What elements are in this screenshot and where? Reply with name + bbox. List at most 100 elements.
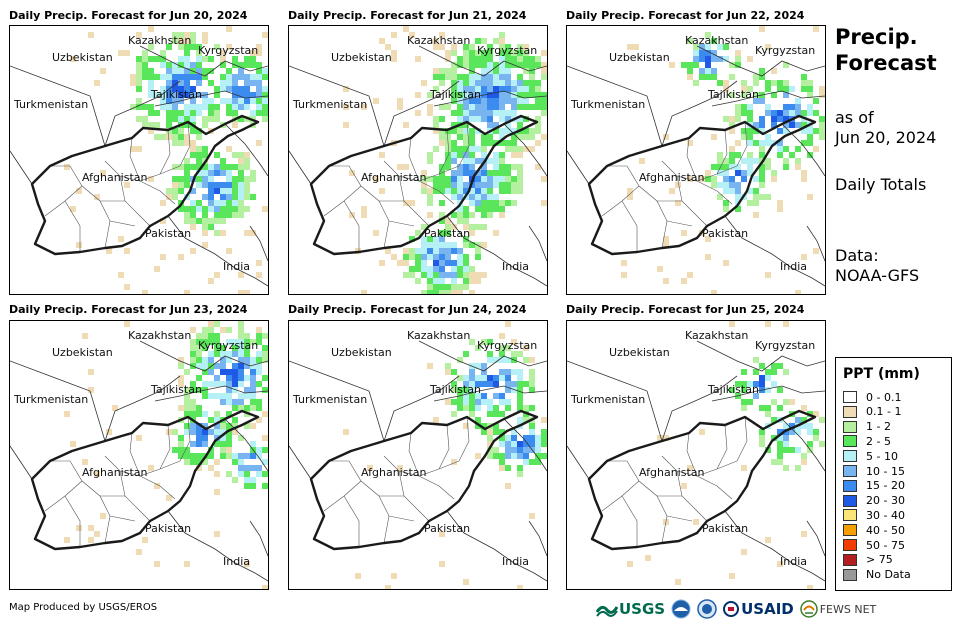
legend-swatch (843, 524, 857, 537)
legend-label: 15 - 20 (866, 479, 905, 493)
place-label-india: India (502, 260, 529, 273)
legend-swatch (843, 450, 857, 463)
precip-grid (627, 321, 825, 589)
legend-swatch (843, 494, 857, 507)
noaa-seal-icon (671, 599, 691, 619)
place-label-uzbekistan: Uzbekistan (609, 346, 670, 359)
legend-label: 20 - 30 (866, 494, 905, 508)
place-label-kazakhstan: Kazakhstan (407, 329, 470, 342)
usgs-logo-text: USGS (619, 600, 666, 618)
legend-swatch (843, 391, 857, 403)
place-label-india: India (780, 555, 807, 568)
legend-item: No Data (843, 568, 911, 582)
place-label-pakistan: Pakistan (145, 227, 191, 240)
fewsnet-logo: FEWS NET (799, 600, 877, 618)
map-svg: Kazakhstan Kyrgyzstan Uzbekistan Tajikistan… (289, 321, 547, 589)
period-label: Daily Totals (835, 175, 927, 194)
place-label-afghanistan: Afghanistan (82, 466, 148, 479)
place-label-uzbekistan: Uzbekistan (52, 51, 113, 64)
data-source-label: Data: (835, 246, 879, 265)
legend-swatch (843, 568, 857, 581)
place-label-pakistan: Pakistan (145, 522, 191, 535)
panel-title: Daily Precip. Forecast for Jun 20, 2024 (9, 9, 248, 22)
legend-item: 30 - 40 (843, 508, 905, 522)
place-label-turkmenistan: Turkmenistan (292, 98, 367, 111)
forecast-map: Kazakhstan Kyrgyzstan Uzbekistan Tajikistan… (9, 320, 269, 590)
credit-text: Map Produced by USGS/EROS (9, 602, 158, 613)
legend-item: 15 - 20 (843, 479, 905, 493)
place-label-turkmenistan: Turkmenistan (13, 98, 88, 111)
place-label-afghanistan: Afghanistan (361, 466, 427, 479)
legend-item: 0 - 0.1 (843, 390, 901, 404)
precip-grid (343, 26, 547, 294)
fewsnet-logo-text: FEWS NET (819, 602, 877, 616)
usaid-seal-icon (723, 601, 740, 617)
afghanistan-outline (309, 409, 539, 551)
legend-item: > 75 (843, 553, 893, 567)
fewsnet-globe-icon (799, 600, 818, 618)
data-source: Data: NOAA-GFS (835, 246, 919, 286)
boundary-lines (289, 340, 547, 582)
legend-swatch (843, 553, 857, 566)
afghanistan-outline (309, 114, 539, 256)
place-label-tajikistan: Tajikistan (429, 383, 481, 396)
place-label-turkmenistan: Turkmenistan (13, 393, 88, 406)
usaid-logo: USAID (723, 600, 794, 618)
place-label-tajikistan: Tajikistan (707, 88, 759, 101)
legend-label: 0.1 - 1 (866, 405, 902, 419)
usgs-wave-icon (596, 605, 618, 617)
legend-swatch (843, 509, 857, 522)
place-label-kazakhstan: Kazakhstan (685, 329, 748, 342)
legend-label: 40 - 50 (866, 523, 905, 537)
usaid-logo-text: USAID (741, 600, 794, 618)
legend-item: 5 - 10 (843, 449, 898, 463)
forecast-map: Kazakhstan Kyrgyzstan Uzbekistan Tajikistan… (288, 25, 548, 295)
legend-swatch (843, 479, 857, 492)
panel-title: Daily Precip. Forecast for Jun 21, 2024 (288, 9, 527, 22)
legend-label: 0 - 0.1 (866, 390, 902, 404)
place-label-turkmenistan: Turkmenistan (570, 393, 645, 406)
precip-grid (64, 26, 268, 294)
panel-title: Daily Precip. Forecast for Jun 24, 2024 (288, 303, 527, 316)
forecast-map: Kazakhstan Kyrgyzstan Uzbekistan Tajikistan… (566, 320, 826, 590)
place-label-kyrgyzstan: Kyrgyzstan (477, 44, 537, 57)
place-label-kyrgyzstan: Kyrgyzstan (755, 339, 815, 352)
noaa-nws-logo (697, 599, 717, 619)
place-label-kazakhstan: Kazakhstan (407, 34, 470, 47)
legend-swatch (843, 405, 857, 418)
map-svg: Kazakhstan Kyrgyzstan Uzbekistan Tajikistan… (567, 26, 825, 294)
boundary-lines (567, 45, 825, 287)
place-label-india: India (223, 555, 250, 568)
afghanistan-outline (587, 114, 817, 256)
afghanistan-outline (587, 409, 817, 551)
title-line: Precip. (835, 25, 918, 49)
boundary-lines (567, 340, 825, 582)
map-series-title: Precip. Forecast (835, 24, 937, 76)
place-label-afghanistan: Afghanistan (82, 171, 148, 184)
place-label-tajikistan: Tajikistan (707, 383, 759, 396)
place-label-kyrgyzstan: Kyrgyzstan (755, 44, 815, 57)
usgs-logo: USGS (596, 600, 665, 618)
legend-label: 10 - 15 (866, 464, 905, 478)
logo-strip: USGS USAID FEWS NET (596, 597, 882, 621)
precip-grid (343, 321, 547, 589)
legend-label: 50 - 75 (866, 538, 905, 552)
panel-title: Daily Precip. Forecast for Jun 25, 2024 (566, 303, 805, 316)
map-svg: Kazakhstan Kyrgyzstan Uzbekistan Tajikistan… (10, 26, 268, 294)
legend-label: No Data (866, 568, 911, 582)
legend-item: 0.1 - 1 (843, 405, 901, 419)
place-label-uzbekistan: Uzbekistan (331, 346, 392, 359)
place-label-kazakhstan: Kazakhstan (685, 34, 748, 47)
legend-label: > 75 (866, 553, 893, 567)
place-label-uzbekistan: Uzbekistan (331, 51, 392, 64)
legend-item: 20 - 30 (843, 494, 905, 508)
legend-swatch (843, 435, 857, 448)
place-label-uzbekistan: Uzbekistan (609, 51, 670, 64)
legend-item: 50 - 75 (843, 538, 905, 552)
place-label-india: India (502, 555, 529, 568)
as-of-value: Jun 20, 2024 (835, 128, 937, 147)
place-label-kyrgyzstan: Kyrgyzstan (198, 44, 258, 57)
afghanistan-outline (30, 114, 260, 256)
place-label-uzbekistan: Uzbekistan (52, 346, 113, 359)
legend-label: 2 - 5 (866, 434, 891, 448)
